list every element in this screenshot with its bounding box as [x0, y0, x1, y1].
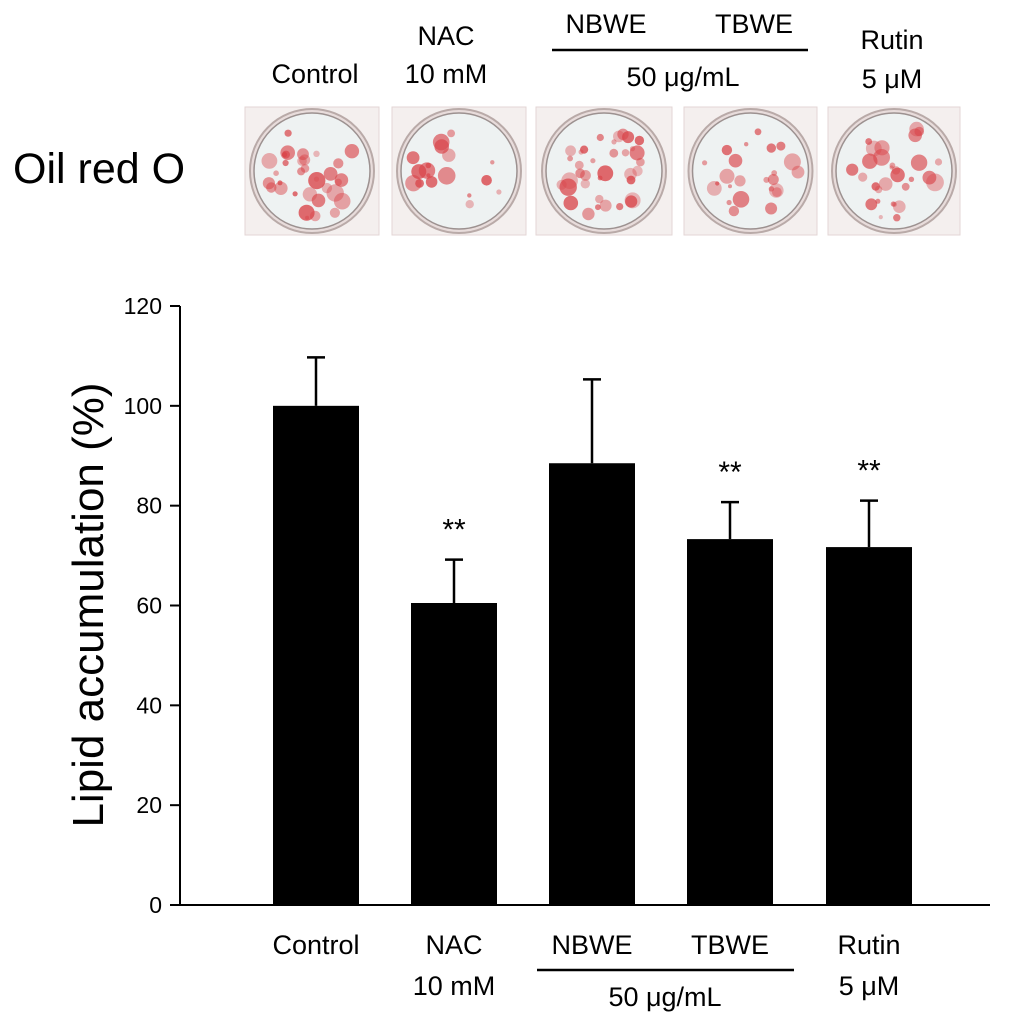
bar-tbwe	[687, 539, 773, 905]
y-tick-label: 100	[124, 393, 162, 419]
header-nac: NAC	[417, 21, 474, 51]
header-control: Control	[271, 59, 358, 89]
y-tick-label: 20	[136, 792, 162, 818]
header-rutin-conc: 5 μM	[862, 64, 923, 94]
x-tick-label: TBWE	[691, 930, 769, 960]
y-axis-label: Lipid accumulation (%)	[64, 382, 113, 827]
bar-control	[273, 405, 359, 905]
x-tick-sublabel: 10 mM	[413, 971, 496, 1001]
significance-mark: **	[718, 456, 742, 489]
y-tick-label: 40	[136, 692, 162, 718]
y-tick-label: 120	[124, 293, 162, 319]
x-tick-label: NAC	[425, 930, 482, 960]
significance-mark: **	[857, 455, 881, 488]
x-tick-label: Control	[272, 930, 359, 960]
header-rutin: Rutin	[860, 25, 923, 55]
y-tick-label: 0	[149, 892, 162, 918]
row-label-oil-red-o: Oil red O	[13, 145, 185, 193]
well-image-control	[244, 106, 380, 236]
x-tick-label: NBWE	[552, 930, 633, 960]
bar-chart: 0 20 40 60 80 100 120 Lipid accumulation (%) Con…	[64, 293, 990, 1012]
y-tick-label: 80	[136, 493, 162, 519]
header-group-conc: 50 μg/mL	[626, 62, 739, 92]
bar-nbwe	[549, 463, 635, 905]
header-nbwe: NBWE	[566, 9, 647, 39]
staining-header: Control NAC 10 mM NBWE TBWE 50 μg/mL Rut…	[271, 9, 923, 94]
bar-rutin	[826, 547, 912, 905]
group-label: 50 μg/mL	[608, 982, 721, 1012]
significance-mark: **	[442, 514, 466, 547]
header-nac-conc: 10 mM	[405, 59, 488, 89]
staining-wells	[244, 106, 961, 236]
x-tick-sublabel: 5 μM	[839, 971, 900, 1001]
well-image-rutin	[827, 106, 961, 236]
y-tick-label: 60	[136, 593, 162, 619]
x-tick-label: Rutin	[837, 930, 900, 960]
header-tbwe: TBWE	[715, 9, 793, 39]
bar-nac	[411, 603, 497, 905]
well-image-nbwe	[535, 106, 673, 236]
well-image-tbwe	[683, 106, 818, 236]
well-image-nac	[391, 106, 527, 236]
